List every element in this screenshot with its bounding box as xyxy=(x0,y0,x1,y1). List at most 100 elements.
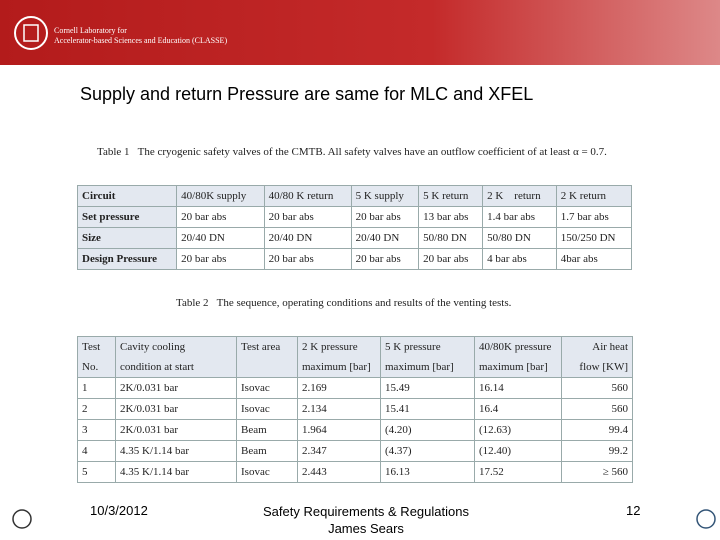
logo xyxy=(14,16,48,50)
table-cell: 1.964 xyxy=(297,419,381,441)
table-cell: 5 xyxy=(77,461,116,483)
table-cell: 1 xyxy=(77,377,116,399)
table-cell: 20 bar abs xyxy=(350,206,420,228)
table-cell: 16.4 xyxy=(474,398,562,420)
table-cell: maximum [bar] xyxy=(297,357,381,378)
caption: The cryogenic safety valves of the CMTB.… xyxy=(137,146,607,158)
table-cell: Beam xyxy=(236,440,298,462)
table-row: 1 2K/0.031 bar Isovac 2.169 15.49 16.14 560 xyxy=(77,377,633,399)
table-cell: Test area xyxy=(236,336,298,357)
table-cell: 2K/0.031 bar xyxy=(115,398,237,420)
table: Circuit 40/80K supply 40/80 K return 5 K su… xyxy=(76,185,633,270)
table-cell: 4 bar abs xyxy=(482,248,557,270)
table-cell: maximum [bar] xyxy=(474,357,562,378)
table-cell: ≥ 560 xyxy=(561,461,633,483)
table-cell: Size xyxy=(76,227,178,249)
table-row: Design Pressure 20 bar abs 20 bar abs 20 ba… xyxy=(76,248,633,270)
table-cell: (12.40) xyxy=(474,440,562,462)
table-cell: 1.4 bar abs xyxy=(482,206,557,228)
table-cell: flow [KW] xyxy=(561,357,633,378)
heading: Supply and return Pressure are same for … xyxy=(80,84,534,104)
table-cell: 13 bar abs xyxy=(418,206,484,228)
table-cell: 40/80K supply xyxy=(176,185,265,207)
table-cell: 560 xyxy=(561,377,633,399)
table-cell: 20/40 DN xyxy=(176,227,265,249)
table-row: Set pressure 20 bar abs 20 bar abs 20 bar a… xyxy=(76,206,633,228)
logo xyxy=(696,509,716,529)
table-cell: 99.2 xyxy=(561,440,633,462)
table-cell: 2 K pressure xyxy=(297,336,381,357)
org-name: Cornell Laboratory for xyxy=(54,26,127,35)
table: Test Cavity cooling Test area 2 K pressure 5… xyxy=(77,336,633,483)
table-cell: 150/250 DN xyxy=(555,227,633,249)
table-cell: 15.41 xyxy=(380,398,475,420)
table-cell: 5 K supply xyxy=(350,185,420,207)
table-row: Circuit 40/80K supply 40/80 K return 5 K su… xyxy=(76,185,633,207)
table-cell: 40/80K pressure xyxy=(474,336,562,357)
banner: Cornell Laboratory for Accelerator-based… xyxy=(0,0,720,65)
table-cell: Isovac xyxy=(236,398,298,420)
table-cell: 40/80 K return xyxy=(263,185,352,207)
table-cell: 5 K return xyxy=(418,185,484,207)
table-cell: Beam xyxy=(236,419,298,441)
table-cell: 20/40 DN xyxy=(350,227,420,249)
table-cell: 2.169 xyxy=(297,377,381,399)
table-row: Test Cavity cooling Test area 2 K pressure 5… xyxy=(77,336,633,357)
footer-date: 10/3/2012 xyxy=(90,503,148,518)
table-cell: 560 xyxy=(561,398,633,420)
table-cell: 2K/0.031 bar xyxy=(115,377,237,399)
table-cell: 20 bar abs xyxy=(418,248,484,270)
caption: The sequence, operating conditions and r… xyxy=(216,297,512,309)
footer-title: Safety Requirements & Regulations xyxy=(263,504,469,519)
table-cell: Circuit xyxy=(76,185,178,207)
table-cell: (12.63) xyxy=(474,419,562,441)
table-row: 4 4.35 K/1.14 bar Beam 2.347 (4.37) (12.40) 99… xyxy=(77,440,633,462)
table-cell: Set pressure xyxy=(76,206,178,228)
table-cell: 99.4 xyxy=(561,419,633,441)
table-cell: 5 K pressure xyxy=(380,336,475,357)
table-cell: 2.443 xyxy=(297,461,381,483)
table-row: Size 20/40 DN 20/40 DN 20/40 DN 50/80 DN 50/8… xyxy=(76,227,633,249)
table-cell: 4bar abs xyxy=(555,248,633,270)
table-cell: 50/80 DN xyxy=(418,227,484,249)
table-cell: 50/80 DN xyxy=(482,227,557,249)
table-cell xyxy=(236,357,298,378)
table-cell: Isovac xyxy=(236,461,298,483)
table-cell: 2.134 xyxy=(297,398,381,420)
table-row: 2 2K/0.031 bar Isovac 2.134 15.41 16.4 560 xyxy=(77,398,633,420)
table-cell: 2 K return xyxy=(555,185,633,207)
table-cell: 16.13 xyxy=(380,461,475,483)
table-cell: Design Pressure xyxy=(76,248,178,270)
table-cell: 2 K return xyxy=(482,185,557,207)
table-cell: No. xyxy=(77,357,116,378)
table-cell: Isovac xyxy=(236,377,298,399)
table-cell: 20 bar abs xyxy=(176,248,265,270)
table-cell: 4 xyxy=(77,440,116,462)
table-cell: (4.20) xyxy=(380,419,475,441)
table-row: No. condition at start maximum [bar] maximu… xyxy=(77,357,633,378)
table-cell: 20 bar abs xyxy=(350,248,420,270)
table-cell: 2K/0.031 bar xyxy=(115,419,237,441)
table-cell: 4.35 K/1.14 bar xyxy=(115,440,237,462)
table-cell: 20 bar abs xyxy=(263,248,352,270)
table-row: 5 4.35 K/1.14 bar Isovac 2.443 16.13 17.52 ≥ 5… xyxy=(77,461,633,483)
table-cell: Cavity cooling xyxy=(115,336,237,357)
table-cell: condition at start xyxy=(115,357,237,378)
table-cell: 1.7 bar abs xyxy=(555,206,633,228)
table-cell: 4.35 K/1.14 bar xyxy=(115,461,237,483)
table-cell: 3 xyxy=(77,419,116,441)
footer-author: James Sears xyxy=(328,521,404,536)
caption-label: Table 2 xyxy=(176,297,209,309)
table-cell: 2.347 xyxy=(297,440,381,462)
table-cell: 20 bar abs xyxy=(263,206,352,228)
org-name: Accelerator-based Sciences and Education… xyxy=(54,36,228,45)
table-cell: 2 xyxy=(77,398,116,420)
table-cell: 16.14 xyxy=(474,377,562,399)
page-number: 12 xyxy=(626,503,641,518)
table-cell: Test xyxy=(77,336,116,357)
table-cell: (4.37) xyxy=(380,440,475,462)
table-cell: maximum [bar] xyxy=(380,357,475,378)
table-cell: Air heat xyxy=(561,336,633,357)
table-cell: 20/40 DN xyxy=(263,227,352,249)
